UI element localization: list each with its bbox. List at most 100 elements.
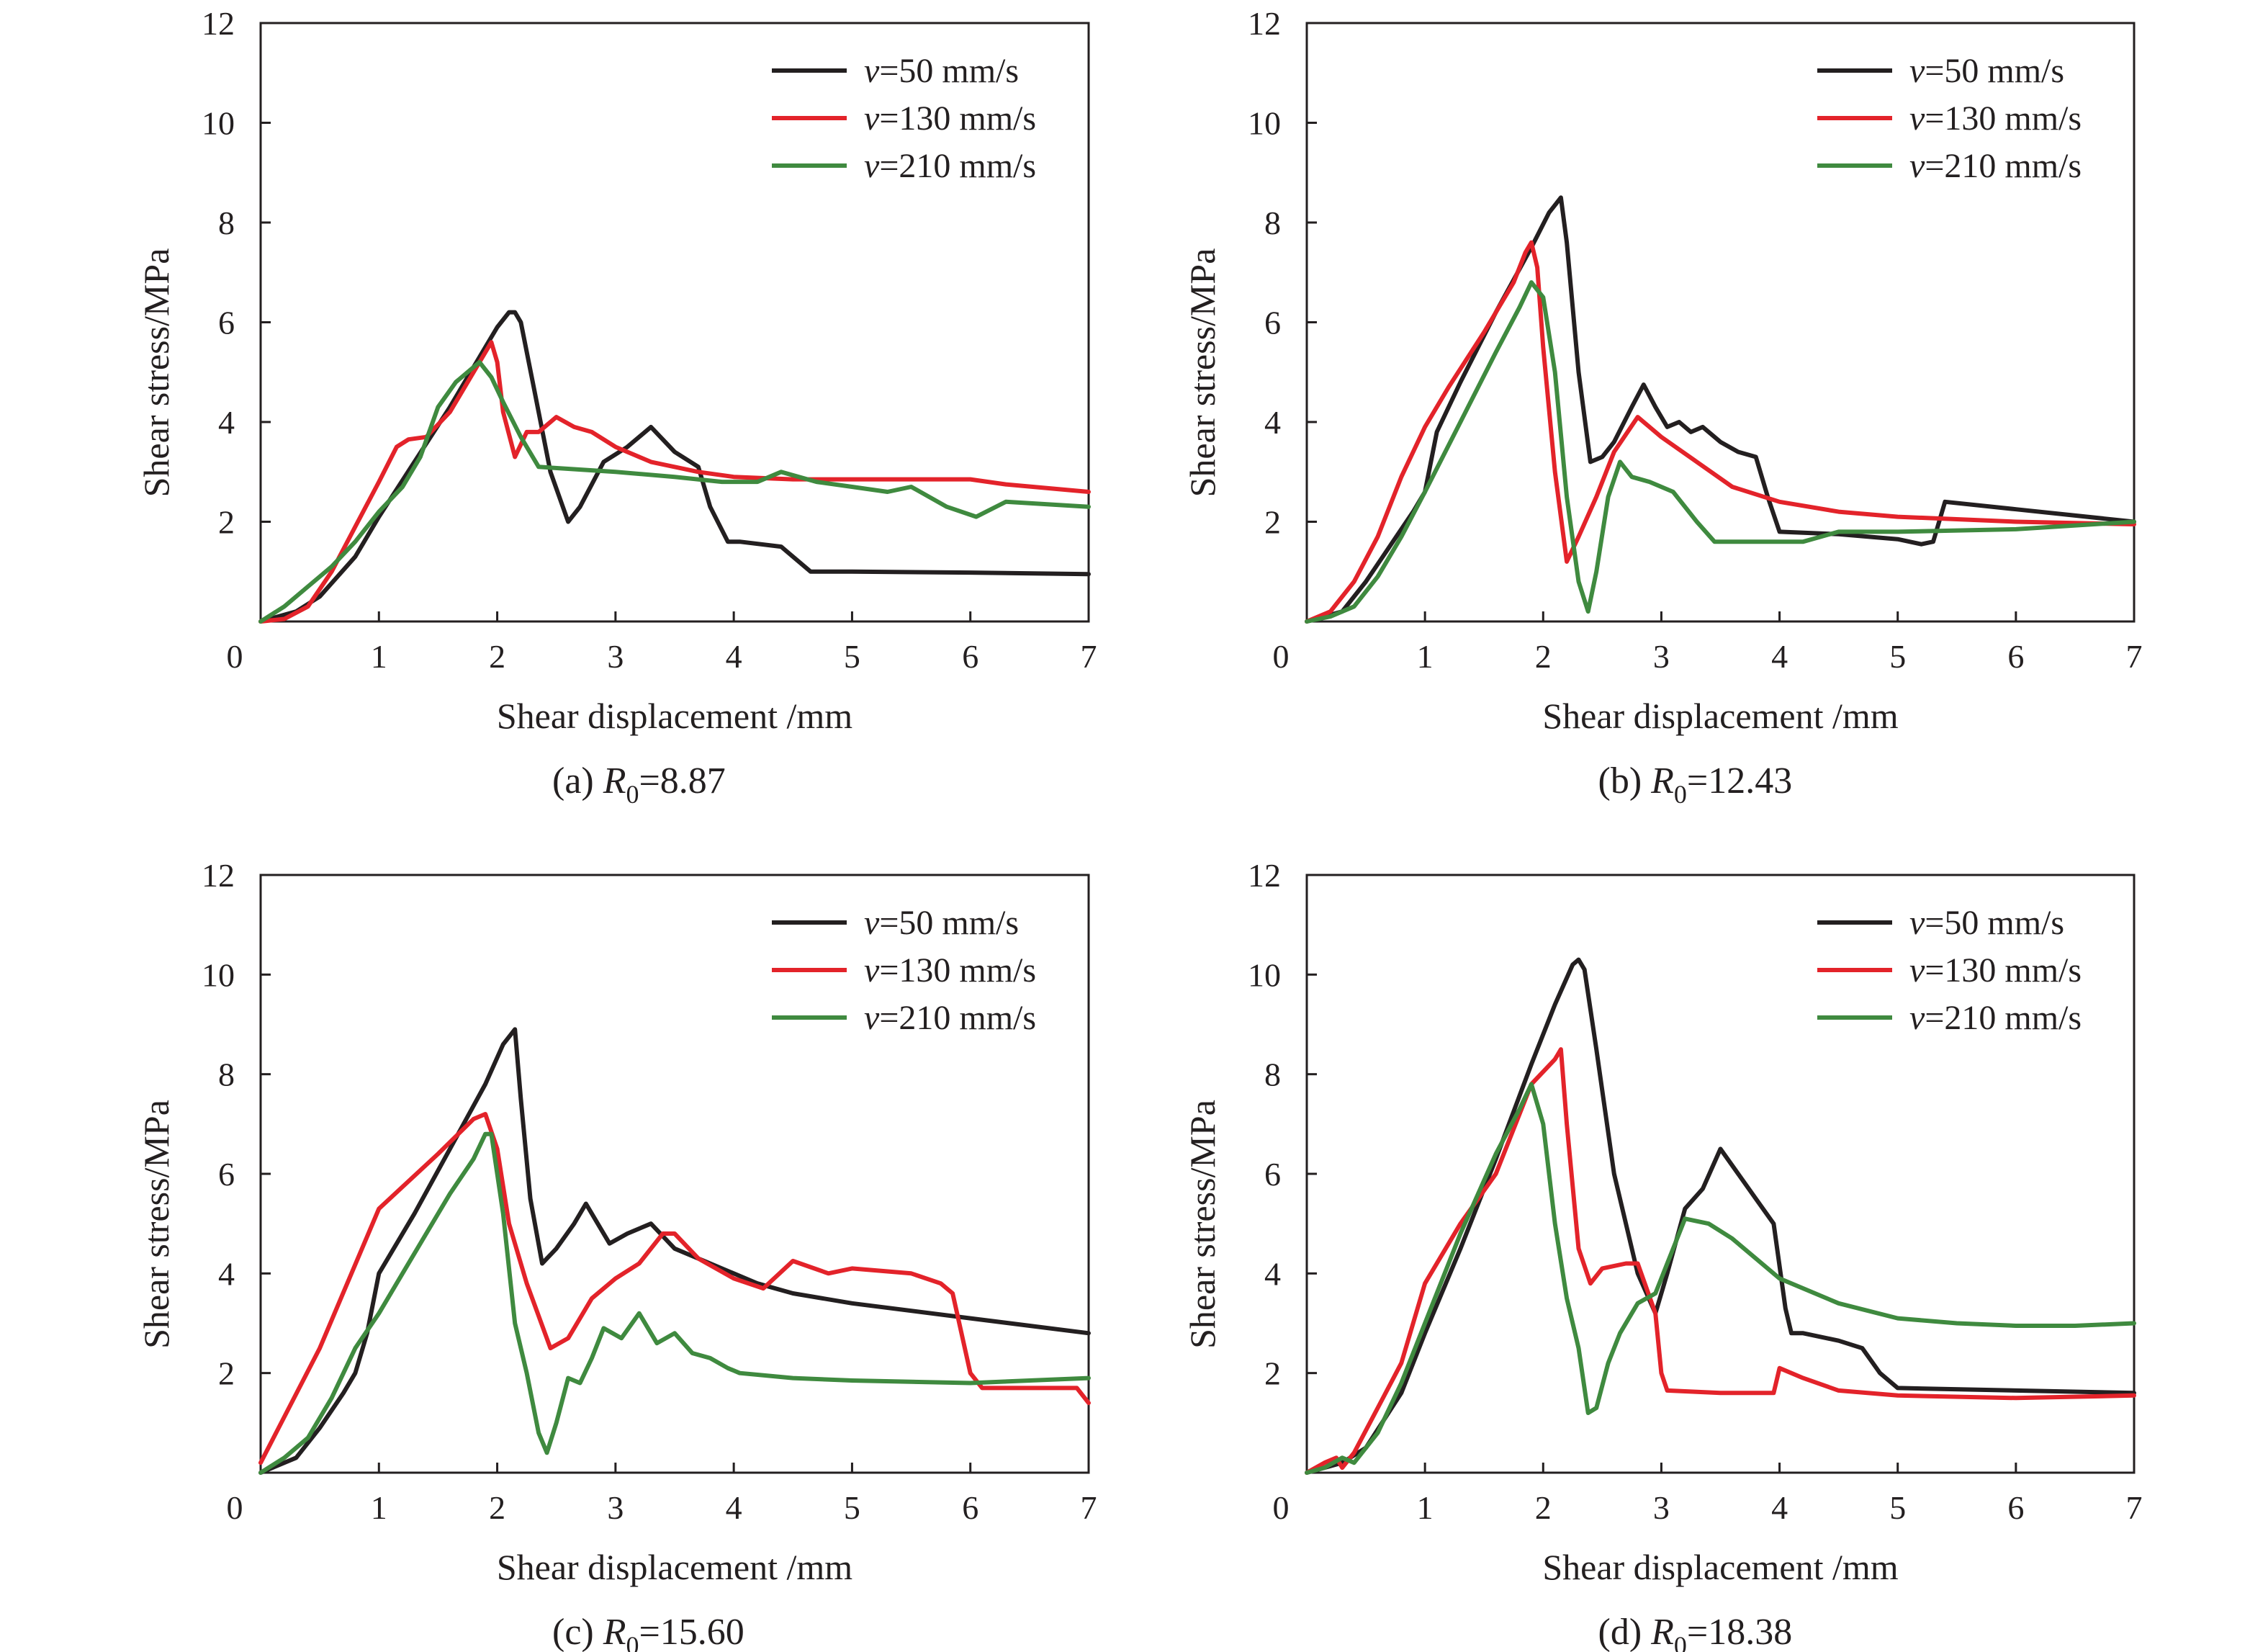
caption-variable: R <box>603 760 626 802</box>
y-tick-label: 6 <box>218 1156 235 1193</box>
x-tick-label: 3 <box>1653 1489 1670 1526</box>
x-tick-label: 1 <box>1417 638 1434 675</box>
x-tick-label: 6 <box>2007 1489 2024 1526</box>
caption-value: =8.87 <box>639 760 725 802</box>
y-tick-label: 10 <box>202 956 235 993</box>
caption-value: =15.60 <box>639 1612 744 1652</box>
x-tick-label: 4 <box>726 638 742 675</box>
x-axis-label: Shear displacement /mm <box>1542 1547 1898 1587</box>
caption-prefix: (b) <box>1598 760 1652 802</box>
legend-label-1: v=130 mm/s <box>864 951 1036 989</box>
y-tick-label: 8 <box>218 1056 235 1093</box>
x-tick-label: 7 <box>2126 1489 2143 1526</box>
legend-value: =130 mm/s <box>1925 99 2082 138</box>
x-axis-label: Shear displacement /mm <box>497 1547 852 1587</box>
caption-subscript: 0 <box>1674 1631 1687 1652</box>
y-tick-label: 6 <box>218 305 235 341</box>
series-line-0 <box>1305 957 2136 1475</box>
y-axis-label: Shear stress/MPa <box>136 248 176 498</box>
x-tick-label: 4 <box>1771 1489 1788 1526</box>
legend-variable: v <box>864 99 880 138</box>
x-tick-label: 5 <box>844 1489 860 1526</box>
x-tick-label: 2 <box>489 638 505 675</box>
series-line-1 <box>258 1112 1091 1465</box>
panel-caption: (c) R0=15.60 <box>552 1612 744 1652</box>
caption-value: =12.43 <box>1687 760 1792 802</box>
x-tick-label: 0 <box>227 1489 243 1526</box>
y-tick-label: 6 <box>1264 1156 1281 1193</box>
legend-label-2: v=210 mm/s <box>864 999 1036 1037</box>
y-tick-label: 10 <box>202 105 235 142</box>
series-line-1 <box>1305 240 2136 624</box>
legend-value: =50 mm/s <box>879 904 1019 942</box>
x-axis-label: Shear displacement /mm <box>1542 696 1898 736</box>
x-tick-label: 1 <box>371 638 387 675</box>
x-tick-label: 0 <box>1273 638 1290 675</box>
legend-variable: v <box>1909 147 1925 185</box>
y-tick-label: 12 <box>202 857 235 894</box>
y-tick-label: 8 <box>1264 205 1281 241</box>
y-tick-label: 2 <box>218 504 235 541</box>
legend-value: =210 mm/s <box>1925 999 2082 1037</box>
x-tick-label: 7 <box>1081 1489 1097 1526</box>
series-line-2 <box>1305 280 2136 624</box>
panel-caption: (a) R0=8.87 <box>552 760 726 809</box>
legend-label-2: v=210 mm/s <box>864 147 1036 185</box>
series-line-1 <box>258 340 1091 624</box>
legend-label-0: v=50 mm/s <box>1909 904 2064 942</box>
caption-prefix: (c) <box>552 1612 603 1652</box>
x-tick-label: 7 <box>1081 638 1097 675</box>
y-tick-label: 12 <box>1248 5 1281 42</box>
y-tick-label: 2 <box>218 1355 235 1392</box>
legend-variable: v <box>1909 951 1925 989</box>
legend-value: =130 mm/s <box>879 99 1036 138</box>
legend-label-1: v=130 mm/s <box>1909 99 2082 138</box>
legend-variable: v <box>1909 904 1925 942</box>
series-line-2 <box>258 359 1091 624</box>
series-line-2 <box>1305 1082 2136 1475</box>
legend-value: =50 mm/s <box>1925 52 2064 90</box>
x-tick-label: 5 <box>1889 1489 1906 1526</box>
y-tick-label: 6 <box>1264 305 1281 341</box>
y-tick-label: 4 <box>218 404 235 441</box>
caption-value: =18.38 <box>1687 1612 1792 1652</box>
y-axis-label: Shear stress/MPa <box>136 1100 176 1349</box>
legend-label-0: v=50 mm/s <box>864 904 1019 942</box>
series-line-0 <box>258 1027 1091 1475</box>
y-tick-label: 8 <box>218 205 235 241</box>
legend-variable: v <box>864 52 880 90</box>
legend-label-0: v=50 mm/s <box>864 52 1019 90</box>
y-tick-label: 4 <box>1264 1255 1281 1292</box>
x-tick-label: 4 <box>726 1489 742 1526</box>
x-tick-label: 0 <box>227 638 243 675</box>
legend-value: =50 mm/s <box>879 52 1019 90</box>
x-tick-label: 5 <box>1889 638 1906 675</box>
y-axis-label: Shear stress/MPa <box>1182 1100 1223 1349</box>
series-line-1 <box>1305 1047 2136 1475</box>
x-tick-label: 4 <box>1771 638 1788 675</box>
legend-label-1: v=130 mm/s <box>1909 951 2082 989</box>
x-tick-label: 6 <box>962 1489 978 1526</box>
caption-subscript: 0 <box>626 780 639 809</box>
legend-value: =210 mm/s <box>879 999 1036 1037</box>
x-tick-label: 1 <box>371 1489 387 1526</box>
panel-caption: (d) R0=18.38 <box>1598 1612 1793 1652</box>
caption-prefix: (d) <box>1598 1612 1652 1652</box>
panel-caption: (b) R0=12.43 <box>1598 760 1793 809</box>
y-tick-label: 4 <box>218 1255 235 1292</box>
caption-subscript: 0 <box>1674 780 1687 809</box>
y-tick-label: 10 <box>1248 105 1281 142</box>
x-tick-label: 6 <box>962 638 978 675</box>
y-tick-label: 10 <box>1248 956 1281 993</box>
y-tick-label: 8 <box>1264 1056 1281 1093</box>
x-tick-label: 2 <box>1535 1489 1552 1526</box>
x-axis-label: Shear displacement /mm <box>497 696 852 736</box>
series-line-0 <box>258 310 1091 624</box>
legend-variable: v <box>864 147 880 185</box>
legend-variable: v <box>864 951 880 989</box>
legend-variable: v <box>864 999 880 1037</box>
